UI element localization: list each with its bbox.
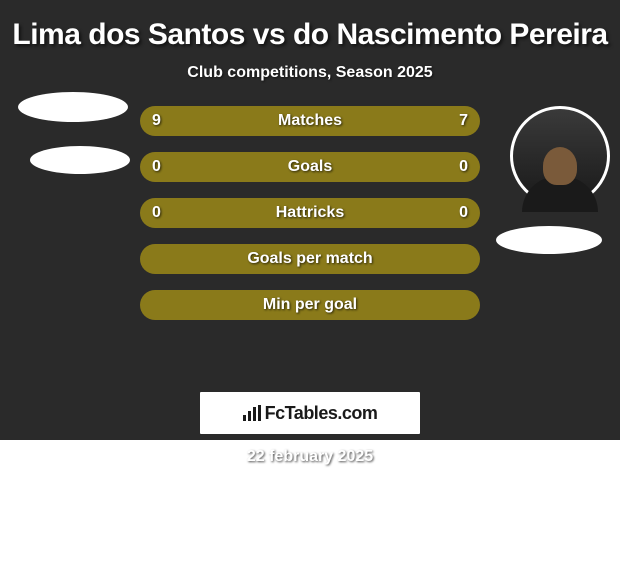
content-area: 9 Matches 7 0 Goals 0 0 Hattricks 0 Goal… — [0, 106, 620, 386]
stat-left-value: 0 — [152, 204, 161, 222]
chart-icon — [243, 405, 261, 421]
date-text: 22 february 2025 — [0, 448, 620, 466]
stat-row: Min per goal — [140, 290, 480, 320]
stat-row: 0 Hattricks 0 — [140, 198, 480, 228]
stat-right-value: 7 — [459, 112, 468, 130]
stat-left-value: 0 — [152, 158, 161, 176]
stat-right-value: 0 — [459, 204, 468, 222]
placeholder-oval — [30, 146, 130, 174]
stat-label: Goals per match — [247, 250, 372, 268]
logo-text: FcTables.com — [265, 403, 378, 424]
stat-bars: 9 Matches 7 0 Goals 0 0 Hattricks 0 Goal… — [140, 106, 480, 336]
stat-label: Goals — [288, 158, 332, 176]
stat-left-value: 9 — [152, 112, 161, 130]
logo-bar — [258, 405, 261, 421]
logo-bar — [253, 407, 256, 421]
stat-row: 9 Matches 7 — [140, 106, 480, 136]
stat-label: Min per goal — [263, 296, 357, 314]
stat-label: Matches — [278, 112, 342, 130]
stat-label: Hattricks — [276, 204, 344, 222]
player-right-area — [510, 106, 610, 206]
subtitle: Club competitions, Season 2025 — [0, 64, 620, 82]
placeholder-oval — [18, 92, 128, 122]
page-title: Lima dos Santos vs do Nascimento Pereira — [0, 10, 620, 64]
logo-bar — [243, 415, 246, 421]
stat-right-value: 0 — [459, 158, 468, 176]
avatar-head — [543, 147, 577, 185]
logo-bar — [248, 411, 251, 421]
stat-row: 0 Goals 0 — [140, 152, 480, 182]
avatar-right — [510, 106, 610, 206]
stat-row: Goals per match — [140, 244, 480, 274]
comparison-card: Lima dos Santos vs do Nascimento Pereira… — [0, 0, 620, 440]
placeholder-oval — [496, 226, 602, 254]
brand-logo: FcTables.com — [200, 392, 420, 434]
